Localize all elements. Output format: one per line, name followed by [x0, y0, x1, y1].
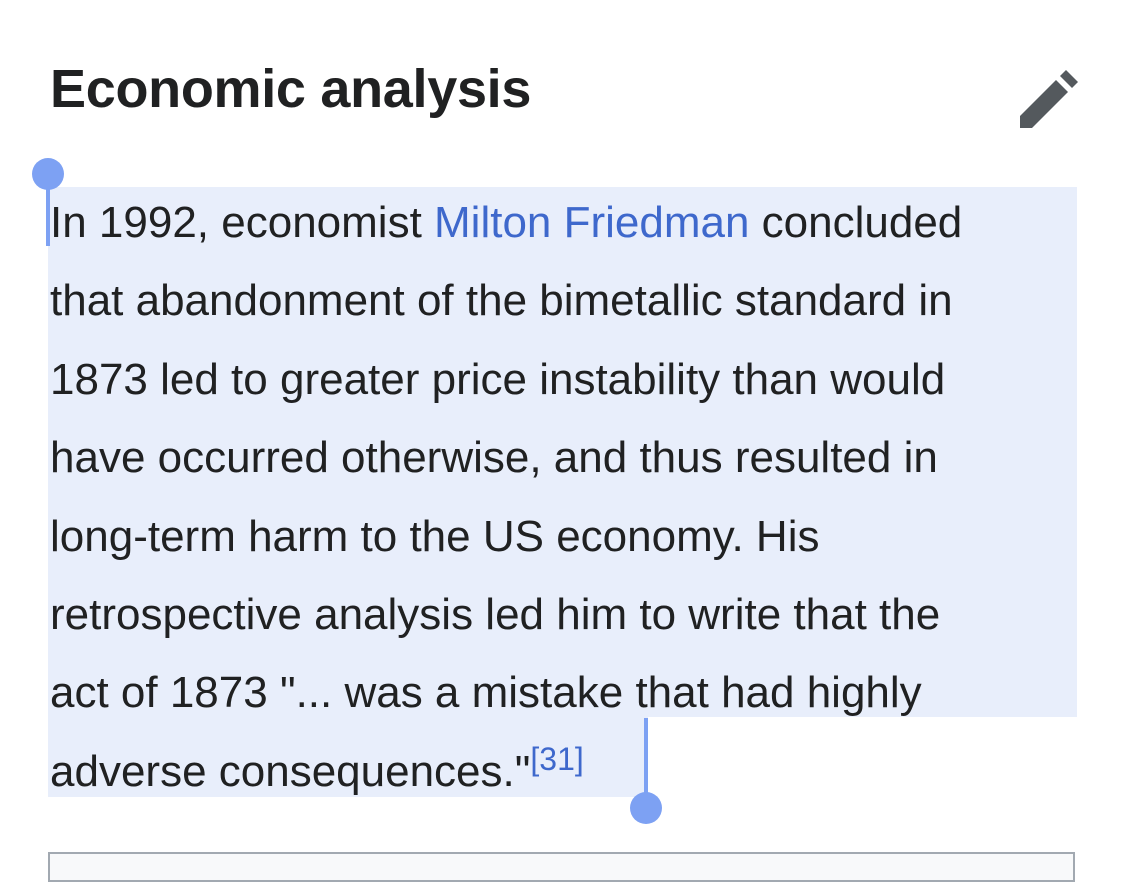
citation-link[interactable]: [31]: [530, 740, 584, 777]
paragraph-line: that abandonment of the bimetallic stand…: [50, 276, 953, 326]
paragraph-line: act of 1873 "... was a mistake that had …: [50, 668, 922, 718]
selection-end-handle[interactable]: [630, 792, 662, 824]
selection-end-handle-bar[interactable]: [644, 718, 648, 806]
selection-start-handle-bar[interactable]: [46, 178, 50, 246]
paragraph-line: 1873 led to greater price instability th…: [50, 354, 946, 404]
line-text: adverse consequences.": [50, 746, 531, 796]
line-text: In 1992, economist: [50, 198, 435, 247]
section-heading: Economic analysis: [50, 59, 532, 119]
paragraph-line: retrospective analysis led him to write …: [50, 589, 941, 639]
pencil-icon: [1020, 70, 1078, 128]
edit-section-button[interactable]: [1012, 66, 1082, 132]
paragraph-line: In 1992, economist Milton Friedman concl…: [50, 184, 1080, 262]
selection-start-handle[interactable]: [32, 158, 64, 190]
text-selection-highlight: [48, 187, 1077, 717]
paragraph-line: adverse consequences."[31]: [50, 733, 1080, 811]
next-content-box: [48, 852, 1075, 882]
paragraph-line: have occurred otherwise, and thus result…: [50, 433, 938, 483]
milton-friedman-link[interactable]: Milton Friedman: [434, 198, 750, 247]
paragraph-line: long-term harm to the US economy. His: [50, 511, 820, 561]
text-selection-highlight-end: [48, 717, 648, 797]
line-text: concluded: [749, 198, 963, 247]
article-paragraph: In 1992, economist Milton Friedman concl…: [50, 184, 1080, 811]
